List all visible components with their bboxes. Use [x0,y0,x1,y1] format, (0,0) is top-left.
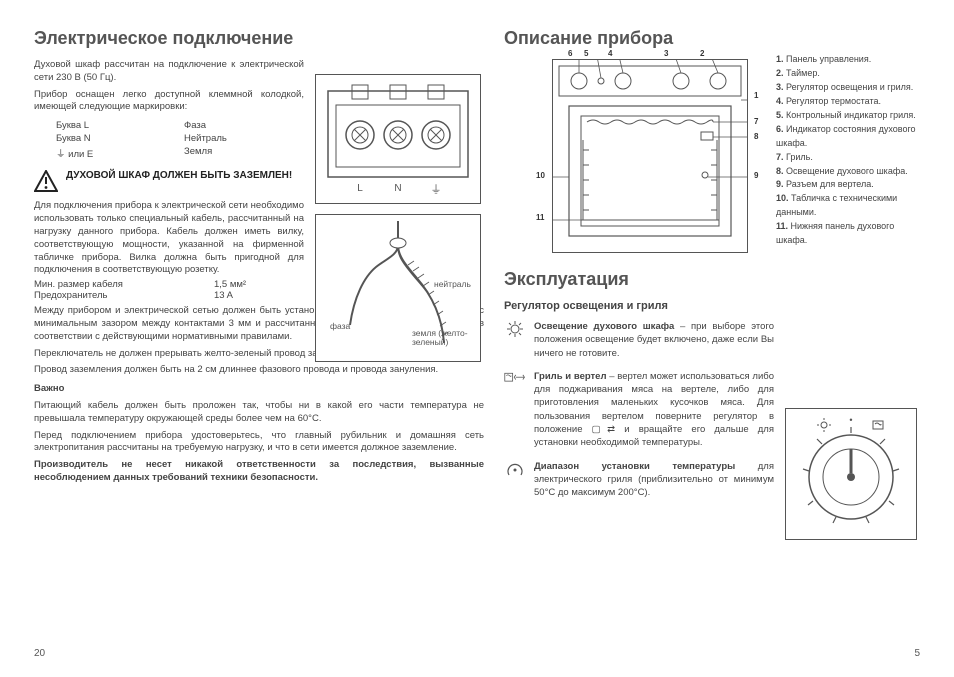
marking-row: ⏚ или EЗемля [56,146,304,160]
para-7: Питающий кабель должен быть проложен так… [34,400,484,426]
wire-label-neutral: нейтраль [434,279,471,289]
para-8: Перед подключением прибора удостоверьтес… [34,430,484,456]
dial-figure: • [785,408,917,540]
marking-row: Буква NНейтраль [56,133,304,144]
spec-row: Мин. размер кабеля1,5 мм² [34,279,304,290]
intro-2: Прибор оснащен легко доступной клеммной … [34,89,304,115]
heading-description: Описание прибора [504,28,926,49]
important-label: Важно [34,383,484,396]
spec-row: Предохранитель13 A [34,290,304,301]
warning-triangle-icon [34,170,58,192]
operation-item-grill: Гриль и вертел – вертел может использова… [504,370,774,450]
para-9: Производитель не несет никакой ответстве… [34,459,484,485]
grill-spit-icon [504,370,526,450]
oven-diagram: 6 5 4 3 2 1 7 8 9 10 11 [514,59,762,253]
intro-1: Духовой шкаф рассчитан на подключение к … [34,59,304,85]
warning-row: ДУХОВОЙ ШКАФ ДОЛЖЕН БЫТЬ ЗАЗЕМЛЕН! [34,170,304,192]
sub-heading: Регулятор освещения и гриля [504,300,926,312]
svg-text:L: L [357,183,363,194]
terminal-block-figure: L N ⏚ [315,74,481,204]
page-number-right: 5 [914,648,920,659]
marking-row: Буква LФаза [56,120,304,131]
lamp-icon [504,320,526,360]
operation-item-light: Освещение духового шкафа – при выборе эт… [504,320,774,360]
para-3: Для подключения прибора к электрической … [34,200,304,277]
wire-label-phase: фаза [330,321,350,331]
right-column: Описание прибора 6 5 4 3 2 1 7 8 9 10 11 [504,28,926,657]
legend-list: 1. Панель управления. 2. Таймер. 3. Регу… [776,53,926,253]
para-6: Провод заземления должен быть на 2 см дл… [34,364,484,377]
wire-label-earth: земля (желто-зеленый) [412,329,474,348]
svg-text:•: • [849,415,852,425]
warning-text: ДУХОВОЙ ШКАФ ДОЛЖЕН БЫТЬ ЗАЗЕМЛЕН! [66,170,292,182]
heading-operation: Эксплуатация [504,269,926,290]
dial-range-icon [504,460,526,500]
svg-text:N: N [394,183,401,194]
page-number-left: 20 [34,648,45,659]
wires-figure: нейтраль фаза земля (желто-зеленый) [315,214,481,362]
heading-electrical: Электрическое подключение [34,28,484,49]
svg-text:⏚: ⏚ [431,183,442,196]
operation-item-temp: Диапазон установки температуры для элект… [504,460,774,500]
